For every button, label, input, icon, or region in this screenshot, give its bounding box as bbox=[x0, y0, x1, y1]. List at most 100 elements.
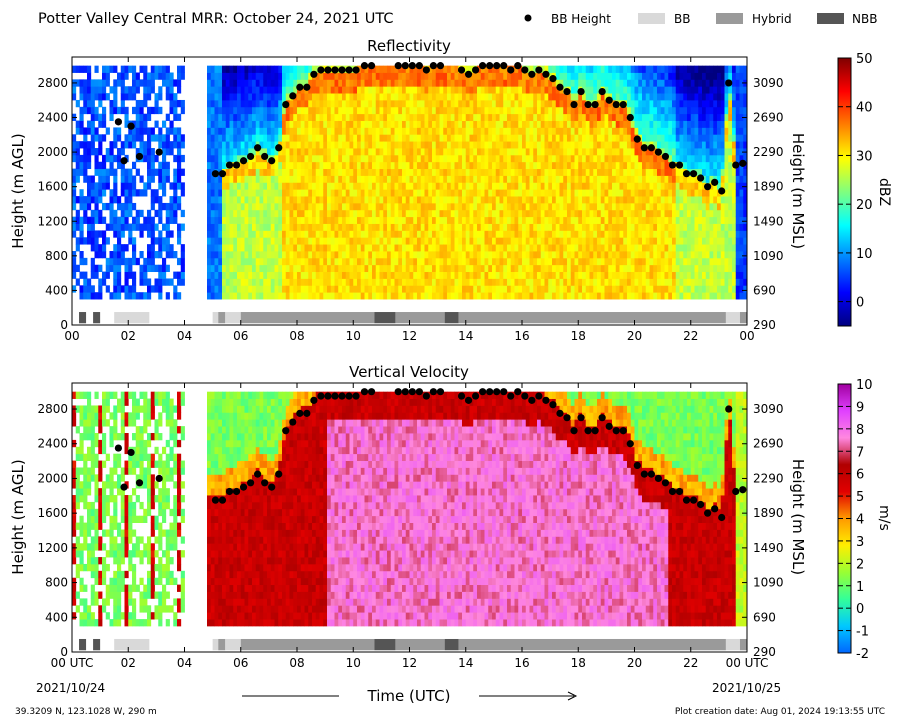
heatmap-cell bbox=[499, 65, 504, 73]
heatmap-cell bbox=[177, 141, 182, 149]
heatmap-cell bbox=[537, 113, 542, 121]
heatmap-cell bbox=[259, 264, 264, 273]
heatmap-cell bbox=[75, 148, 80, 156]
heatmap-cell bbox=[630, 271, 635, 279]
heatmap-cell bbox=[364, 237, 369, 245]
heatmap-cell bbox=[293, 264, 298, 273]
heatmap-cell bbox=[447, 168, 452, 176]
heatmap-cell bbox=[229, 251, 234, 259]
heatmap-cell bbox=[218, 257, 223, 266]
heatmap-cell bbox=[503, 292, 508, 300]
heatmap-cell bbox=[559, 141, 564, 149]
heatmap-cell bbox=[398, 106, 403, 115]
heatmap-cell bbox=[492, 134, 497, 142]
heatmap-cell bbox=[503, 65, 508, 73]
heatmap-cell bbox=[559, 278, 564, 286]
heatmap-cell bbox=[518, 106, 523, 115]
heatmap-cell bbox=[252, 230, 257, 238]
heatmap-cell bbox=[405, 237, 410, 245]
heatmap-cell bbox=[649, 230, 654, 238]
heatmap-cell bbox=[154, 93, 159, 101]
heatmap-cell bbox=[345, 161, 350, 170]
heatmap-cell bbox=[372, 93, 377, 101]
heatmap-cell bbox=[619, 223, 624, 231]
heatmap-cell bbox=[409, 161, 414, 170]
heatmap-cell bbox=[405, 189, 410, 197]
heatmap-cell bbox=[177, 127, 182, 135]
heatmap-cell bbox=[143, 120, 148, 128]
heatmap-cell bbox=[293, 141, 298, 149]
heatmap-cell bbox=[477, 99, 482, 108]
heatmap-cell bbox=[653, 223, 658, 231]
heatmap-cell bbox=[120, 175, 125, 183]
heatmap-cell bbox=[424, 196, 429, 204]
heatmap-cell bbox=[353, 161, 358, 170]
heatmap-cell bbox=[360, 154, 365, 163]
heatmap-cell bbox=[270, 257, 275, 266]
heatmap-cell bbox=[529, 113, 534, 121]
heatmap-cell bbox=[210, 106, 215, 115]
heatmap-cell bbox=[225, 202, 230, 211]
heatmap-cell bbox=[120, 65, 125, 73]
heatmap-cell bbox=[297, 196, 302, 204]
heatmap-cell bbox=[368, 93, 373, 101]
heatmap-cell bbox=[454, 237, 459, 245]
heatmap-cell bbox=[342, 148, 347, 156]
heatmap-cell bbox=[552, 99, 557, 108]
heatmap-cell bbox=[615, 175, 620, 183]
heatmap-cell bbox=[387, 292, 392, 300]
heatmap-cell bbox=[334, 230, 339, 238]
heatmap-cell bbox=[338, 264, 343, 273]
heatmap-cell bbox=[435, 216, 440, 224]
heatmap-cell bbox=[383, 292, 388, 300]
heatmap-cell bbox=[207, 99, 212, 108]
heatmap-cell bbox=[285, 223, 290, 231]
heatmap-cell bbox=[135, 292, 140, 300]
heatmap-cell bbox=[409, 120, 414, 128]
heatmap-cell bbox=[462, 257, 467, 266]
heatmap-cell bbox=[420, 65, 425, 73]
heatmap-cell bbox=[645, 237, 650, 245]
heatmap-cell bbox=[604, 65, 609, 73]
heatmap-cell bbox=[507, 141, 512, 149]
heatmap-cell bbox=[225, 72, 230, 80]
heatmap-cell bbox=[150, 148, 155, 156]
heatmap-cell bbox=[207, 106, 212, 115]
heatmap-cell bbox=[634, 79, 639, 87]
heatmap-cell bbox=[462, 148, 467, 156]
heatmap-cell bbox=[645, 120, 650, 128]
heatmap-cell bbox=[473, 141, 478, 149]
heatmap-cell bbox=[94, 189, 99, 197]
heatmap-cell bbox=[372, 278, 377, 286]
heatmap-cell bbox=[679, 148, 684, 156]
heatmap-cell bbox=[289, 127, 294, 135]
heatmap-cell bbox=[559, 216, 564, 224]
heatmap-cell bbox=[420, 113, 425, 121]
heatmap-cell bbox=[263, 230, 268, 238]
heatmap-cell bbox=[387, 223, 392, 231]
heatmap-cell bbox=[499, 285, 504, 293]
heatmap-cell bbox=[312, 106, 317, 115]
heatmap-cell bbox=[672, 251, 677, 259]
heatmap-cell bbox=[627, 99, 632, 108]
heatmap-cell bbox=[372, 120, 377, 128]
heatmap-cell bbox=[499, 223, 504, 231]
heatmap-cell bbox=[552, 216, 557, 224]
heatmap-cell bbox=[477, 237, 482, 245]
heatmap-cell bbox=[248, 120, 253, 128]
heatmap-cell bbox=[319, 244, 324, 252]
heatmap-cell bbox=[315, 251, 320, 259]
heatmap-cell bbox=[240, 189, 245, 197]
heatmap-cell bbox=[548, 99, 553, 108]
heatmap-cell bbox=[255, 278, 260, 286]
heatmap-cell bbox=[132, 134, 137, 142]
heatmap-cell bbox=[117, 244, 122, 252]
heatmap-cell bbox=[473, 264, 478, 273]
heatmap-cell bbox=[379, 65, 384, 73]
heatmap-cell bbox=[308, 216, 313, 224]
heatmap-cell bbox=[563, 209, 568, 218]
heatmap-cell bbox=[507, 251, 512, 259]
heatmap-cell bbox=[72, 202, 77, 211]
heatmap-cell bbox=[180, 264, 185, 273]
heatmap-cell bbox=[529, 175, 534, 183]
